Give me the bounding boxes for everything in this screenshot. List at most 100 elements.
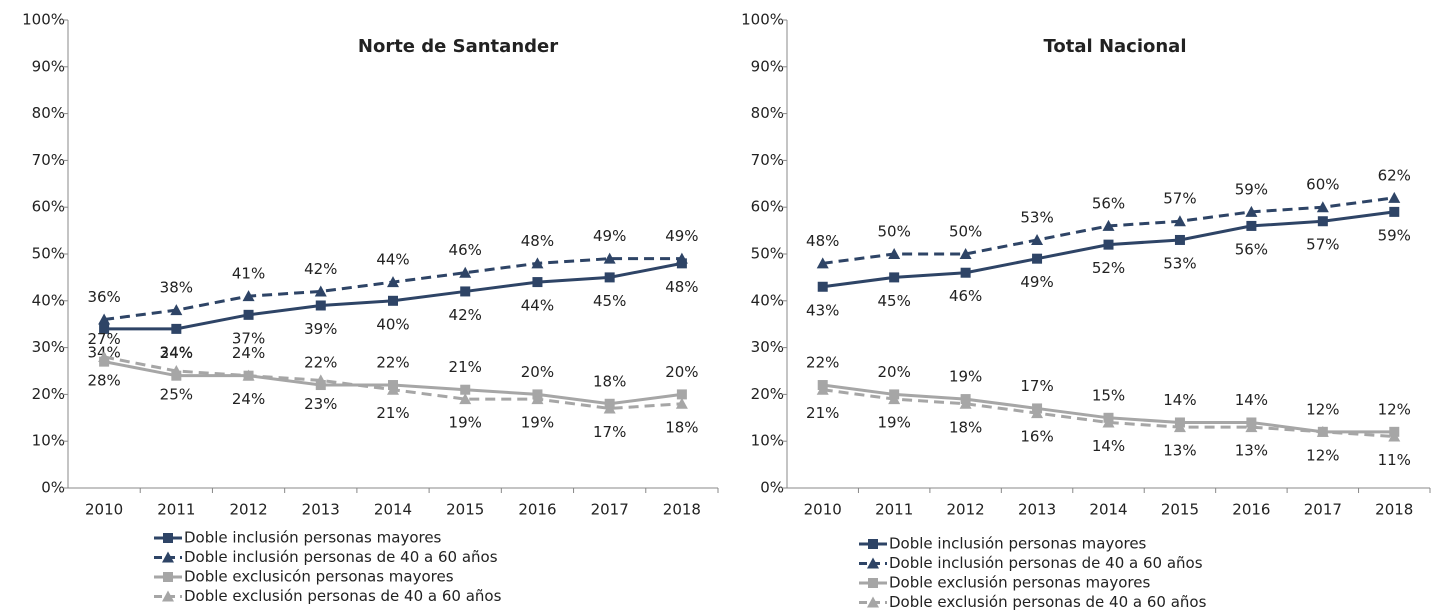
marker — [1173, 421, 1186, 433]
y-tick-label: 60% — [751, 198, 784, 216]
value-label: 25% — [160, 386, 193, 404]
marker — [1245, 421, 1258, 433]
value-label: 46% — [949, 287, 982, 305]
legend-marker — [868, 539, 878, 549]
value-label: 24% — [160, 344, 193, 362]
marker — [99, 323, 110, 334]
x-tick-label: 2017 — [591, 501, 629, 519]
y-tick-label: 40% — [32, 291, 65, 309]
value-label: 48% — [806, 232, 839, 250]
value-label: 13% — [1235, 442, 1268, 460]
value-label: 20% — [665, 363, 698, 381]
y-tick-label: 20% — [751, 385, 784, 403]
marker — [1031, 407, 1044, 419]
value-label: 19% — [949, 368, 982, 386]
value-label: 45% — [877, 292, 910, 310]
marker — [1174, 234, 1185, 245]
marker — [459, 393, 472, 405]
y-tick-label: 70% — [751, 151, 784, 169]
value-label: 50% — [949, 223, 982, 241]
x-tick-label: 2018 — [1375, 501, 1413, 519]
value-label: 44% — [521, 297, 554, 315]
value-label: 15% — [1092, 386, 1125, 404]
value-label: 50% — [877, 223, 910, 241]
y-tick-label: 100% — [22, 11, 65, 29]
value-label: 34% — [160, 343, 193, 361]
marker — [98, 313, 111, 325]
legend-label: Doble exclusicón personas mayores — [184, 568, 454, 586]
value-label: 45% — [593, 292, 626, 310]
marker — [532, 277, 543, 288]
value-label: 39% — [304, 320, 337, 338]
marker — [242, 369, 255, 381]
marker — [387, 276, 399, 288]
marker — [1173, 215, 1186, 227]
y-tick-label: 60% — [32, 198, 65, 216]
value-label: 17% — [593, 423, 626, 441]
marker — [603, 252, 616, 264]
marker — [1389, 206, 1400, 217]
value-label: 37% — [232, 329, 265, 347]
value-label: 43% — [806, 301, 839, 319]
x-tick-label: 2011 — [157, 501, 195, 519]
value-label: 40% — [376, 315, 409, 333]
x-tick-label: 2015 — [446, 501, 484, 519]
value-label: 12% — [1306, 446, 1339, 464]
chart-title: Total Nacional — [1044, 36, 1187, 57]
marker — [531, 257, 544, 269]
value-label: 59% — [1378, 226, 1411, 244]
value-label: 12% — [1378, 400, 1411, 418]
marker — [243, 309, 254, 320]
value-label: 42% — [304, 260, 337, 278]
value-label: 27% — [87, 330, 120, 348]
value-label: 49% — [1020, 273, 1053, 291]
value-label: 14% — [1163, 391, 1196, 409]
value-label: 49% — [665, 227, 698, 245]
x-tick-label: 2015 — [1161, 501, 1199, 519]
marker — [675, 397, 688, 409]
marker — [1032, 253, 1043, 264]
marker — [1388, 191, 1401, 203]
y-tick-label: 90% — [751, 57, 784, 75]
marker — [171, 323, 182, 334]
value-label: 53% — [1163, 254, 1196, 272]
value-label: 20% — [521, 363, 554, 381]
value-label: 14% — [1235, 391, 1268, 409]
marker — [460, 286, 471, 297]
value-label: 17% — [1020, 377, 1053, 395]
value-label: 18% — [665, 418, 698, 436]
y-tick-label: 40% — [751, 291, 784, 309]
value-label: 24% — [232, 390, 265, 408]
y-tick-label: 90% — [32, 57, 65, 75]
value-label: 16% — [1020, 428, 1053, 446]
marker — [817, 281, 828, 292]
marker — [387, 383, 399, 395]
marker — [1245, 205, 1258, 217]
value-label: 52% — [1092, 259, 1125, 277]
legend-label: Doble inclusión personas de 40 a 60 años — [889, 554, 1203, 572]
legend-marker — [162, 590, 174, 602]
marker — [1388, 430, 1401, 442]
marker — [816, 383, 829, 395]
legend-label: Doble inclusión personas de 40 a 60 años — [184, 548, 498, 566]
value-label: 57% — [1306, 236, 1339, 254]
x-tick-label: 2012 — [947, 501, 985, 519]
legend-marker — [868, 578, 878, 588]
value-label: 42% — [449, 306, 482, 324]
marker — [1031, 233, 1044, 245]
marker — [604, 272, 615, 283]
marker — [816, 257, 829, 269]
value-label: 46% — [449, 241, 482, 259]
value-label: 44% — [376, 251, 409, 269]
y-tick-label: 30% — [32, 338, 65, 356]
value-label: 20% — [877, 363, 910, 381]
marker — [1102, 219, 1115, 231]
value-label: 22% — [376, 354, 409, 372]
value-label: 24% — [232, 344, 265, 362]
value-label: 21% — [806, 404, 839, 422]
y-tick-label: 30% — [751, 338, 784, 356]
legend-label: Doble inclusión personas mayores — [184, 529, 442, 547]
value-label: 21% — [376, 404, 409, 422]
y-tick-label: 0% — [41, 479, 65, 497]
x-tick-label: 2013 — [1018, 501, 1056, 519]
